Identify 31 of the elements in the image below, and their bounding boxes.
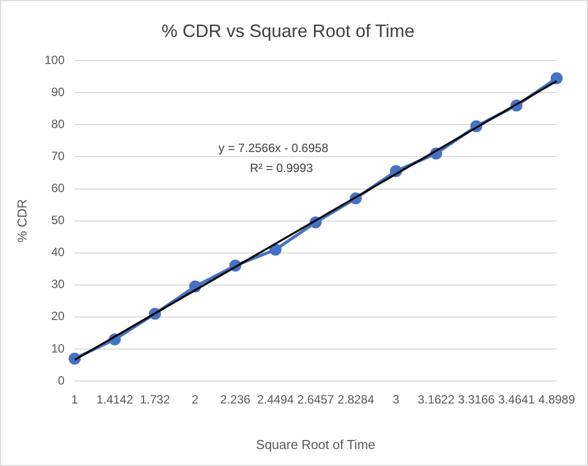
x-tick-label: 3.3166 xyxy=(458,392,495,407)
point xyxy=(269,244,282,256)
y-tick-label: 10 xyxy=(51,341,65,356)
x-axis-title: Square Root of Time xyxy=(256,436,376,452)
y-tick-label: 90 xyxy=(51,84,65,99)
annotation: y = 7.2566x - 0.6958 xyxy=(218,141,329,156)
y-tick-label: 50 xyxy=(51,213,65,228)
y-tick-label: 0 xyxy=(58,373,65,388)
x-tick-label: 1 xyxy=(71,392,78,407)
x-tick-label: 2.236 xyxy=(220,392,251,407)
x-tick-label: 2.6457 xyxy=(297,392,334,407)
x-tick-label: 4.8989 xyxy=(538,392,576,407)
x-tick-label: 1.4142 xyxy=(96,392,134,407)
y-axis-title: % CDR xyxy=(14,199,30,242)
y-tick-label: 80 xyxy=(51,116,65,131)
annotation: R² = 0.9993 xyxy=(250,161,314,176)
y-tick-label: 70 xyxy=(51,149,65,164)
x-tick-label: 2.8284 xyxy=(337,392,374,407)
y-tick-label: 40 xyxy=(51,245,65,260)
y-tick-label: 20 xyxy=(51,309,65,324)
y-tick-label: 30 xyxy=(51,277,65,292)
x-tick-label: 1.732 xyxy=(140,392,170,407)
y-tick-label: 100 xyxy=(44,52,65,67)
x-tick-label: 3 xyxy=(392,392,400,407)
point xyxy=(550,72,563,84)
x-tick-label: 3.1622 xyxy=(418,392,455,407)
x-tick-label: 2.4494 xyxy=(257,392,294,407)
y-tick-label: 60 xyxy=(51,181,65,196)
x-tick-label: 2 xyxy=(192,392,199,407)
x-tick-label: 3.4641 xyxy=(498,392,536,407)
chart-title: % CDR vs Square Root of Time xyxy=(161,20,415,41)
